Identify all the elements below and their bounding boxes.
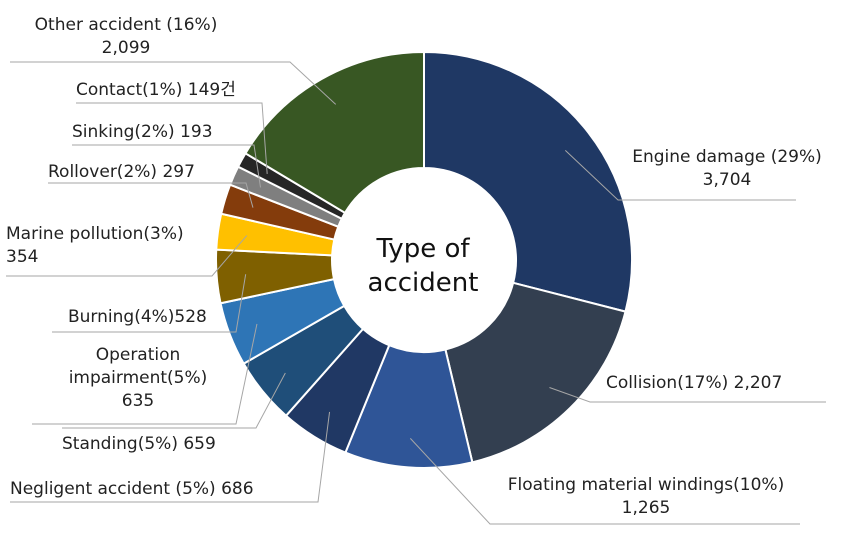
slice-label-operation-impairment: Operation impairment(5%) 635 (58, 344, 218, 413)
slice-label-negligent-accident: Negligent accident (5%) 686 (10, 478, 320, 501)
slice-label-line: Burning(4%)528 (68, 307, 207, 327)
leader-line-burning (52, 274, 247, 333)
leader-line-collision (549, 387, 826, 403)
leader-lines (6, 61, 826, 525)
leader-line-standing (62, 372, 286, 429)
slice-label-other-accident: Other accident (16%) 2,099 (12, 14, 240, 60)
slice-label-line: 635 (121, 391, 155, 411)
slice-label-line: Engine damage (29%) (632, 147, 822, 167)
leader-line-floating-material-windings (409, 438, 800, 525)
slice-other-accident (244, 50, 425, 215)
slice-label-collision: Collision(17%) 2,207 (606, 372, 836, 395)
slice-collision (444, 281, 627, 464)
slice-label-line: impairment(5%) (68, 368, 208, 388)
slice-label-marine-pollution: Marine pollution(3%) 354 (6, 223, 226, 269)
slice-label-line: Marine pollution(3%) (6, 224, 184, 244)
slice-label-line: Collision(17%) 2,207 (606, 373, 783, 393)
slice-label-line: 2,099 (101, 38, 151, 58)
leader-line-other-accident (10, 61, 337, 105)
slice-label-line: Sinking(2%) 193 (72, 122, 213, 142)
chart-title: Type of accident (367, 234, 479, 298)
slice-label-line: Operation (95, 345, 181, 365)
slice-label-line: Standing(5%) 659 (62, 434, 216, 454)
slice-label-line: Negligent accident (5%) 686 (10, 479, 254, 499)
slice-label-line: Rollover(2%) 297 (48, 162, 195, 182)
slice-label-contact: Contact(1%) 149건 (76, 79, 266, 102)
leader-line-rollover (48, 182, 254, 208)
leader-line-sinking (72, 144, 261, 188)
slice-label-line: 3,704 (702, 170, 752, 190)
leader-line-operation-impairment (32, 323, 258, 425)
leader-line-marine-pollution (6, 235, 248, 277)
leader-line-contact (76, 102, 268, 174)
leader-line-engine-damage (564, 149, 796, 201)
slice-label-line: 354 (6, 247, 39, 267)
donut-slices (215, 50, 633, 469)
slice-label-burning: Burning(4%)528 (68, 306, 218, 329)
slice-label-standing: Standing(5%) 659 (62, 433, 252, 456)
slice-label-engine-damage: Engine damage (29%) 3,704 (614, 146, 840, 192)
slice-engine-damage (423, 50, 633, 313)
slice-label-line: Floating material windings(10%) (507, 475, 785, 495)
slice-label-line: Other accident (16%) (34, 15, 218, 35)
slice-label-sinking: Sinking(2%) 193 (72, 121, 252, 144)
slice-label-line: 1,265 (621, 498, 671, 518)
slice-label-floating-material-windings: Floating material windings(10%) 1,265 (486, 474, 806, 520)
slice-label-line: Contact(1%) 149건 (76, 80, 236, 100)
leader-line-negligent-accident (10, 411, 331, 503)
slice-label-rollover: Rollover(2%) 297 (48, 161, 238, 184)
